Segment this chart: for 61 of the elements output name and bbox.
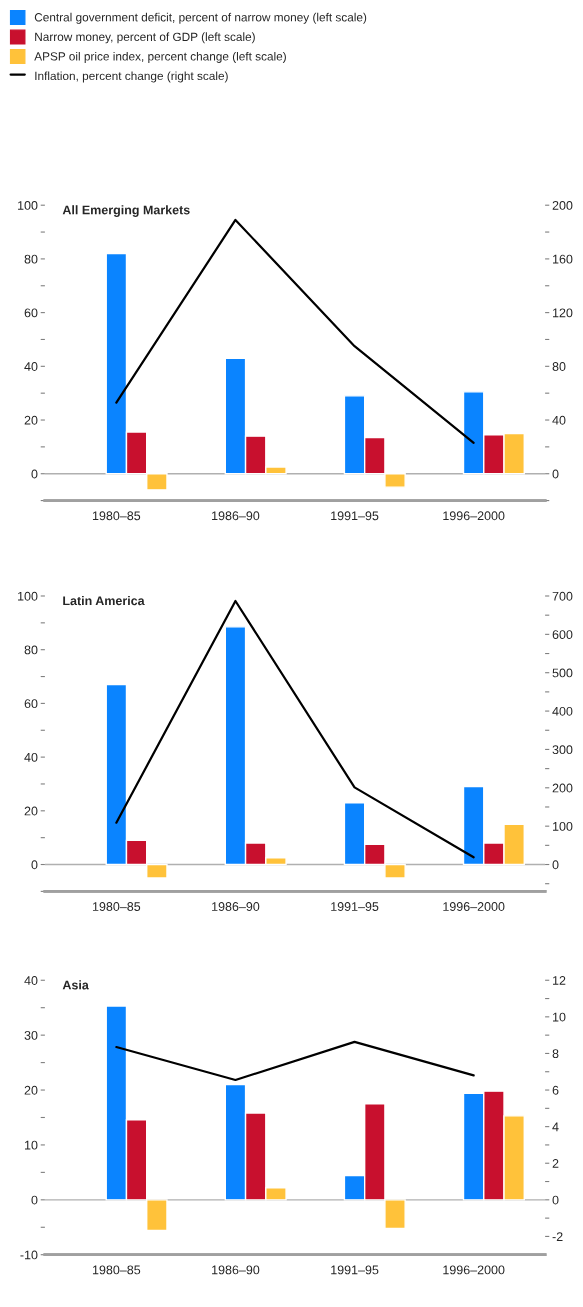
legend-label: APSP oil price index, percent change (left scale) <box>34 51 286 63</box>
y-tick-label: 100 <box>18 591 38 601</box>
y2-tick-label: 6 <box>552 1085 559 1095</box>
y-tick-label: 60 <box>24 699 38 709</box>
y2-tick-label: 200 <box>552 783 573 793</box>
y2-tick-label: 80 <box>552 362 566 371</box>
y2-tick-label: -2 <box>552 1232 563 1241</box>
chart-title: Asia <box>62 980 89 990</box>
y-tick-label: 40 <box>24 362 38 371</box>
y2-tick-label: 700 <box>552 591 573 601</box>
y2-tick-label: 160 <box>553 254 573 264</box>
y-tick-label: 0 <box>31 860 38 870</box>
y-tick-label: 0 <box>31 469 38 479</box>
y-tick-label: 60 <box>24 308 38 318</box>
y2-tick-label: 300 <box>552 745 573 755</box>
y-tick-label: 40 <box>24 752 38 762</box>
y2-tick-label: 0 <box>552 1195 559 1205</box>
x-tick-label: 1991–95 <box>331 1265 379 1275</box>
y2-tick-label: 120 <box>553 308 573 318</box>
y-tick-label: 80 <box>24 254 38 264</box>
y2-tick-label: 400 <box>552 706 573 716</box>
x-tick-label: 1980–85 <box>92 511 141 521</box>
y-tick-label: 30 <box>24 1030 38 1040</box>
y2-tick-label: 2 <box>552 1159 559 1168</box>
y2-tick-label: 600 <box>552 630 573 640</box>
y-tick-label: 20 <box>24 806 38 816</box>
x-tick-label: 1980–85 <box>92 1265 141 1275</box>
x-tick-label: 1991–95 <box>331 902 379 911</box>
legend-label: Central government deficit, percent of narrow money (left scale) <box>34 12 367 24</box>
x-tick-label: 1980–85 <box>92 902 141 911</box>
y2-tick-label: 0 <box>552 469 559 479</box>
y-tick-label: 100 <box>18 201 38 210</box>
y2-tick-label: 200 <box>552 201 573 210</box>
line-series <box>115 1040 475 1082</box>
x-tick-label: 1986–90 <box>212 1265 260 1275</box>
line-series <box>115 218 475 444</box>
y2-tick-label: 500 <box>552 668 573 678</box>
y-tick-label: 10 <box>25 1140 38 1150</box>
y-tick-label: 40 <box>24 976 38 985</box>
x-tick-label: 1996–2000 <box>443 1265 505 1275</box>
x-tick-label: 1986–90 <box>212 902 260 911</box>
chart-title: All Emerging Markets <box>62 205 190 217</box>
x-tick-label: 1991–95 <box>331 511 379 521</box>
y2-tick-label: 10 <box>553 1012 566 1022</box>
y-tick-label: 20 <box>24 1085 38 1095</box>
y2-tick-label: 0 <box>552 860 559 870</box>
x-tick-label: 1996–2000 <box>443 511 505 521</box>
y-tick-label: 0 <box>31 1195 38 1205</box>
y2-tick-label: 100 <box>553 821 573 831</box>
y-tick-label: 20 <box>24 415 38 425</box>
chart-title: Latin America <box>63 595 145 606</box>
x-tick-label: 1986–90 <box>212 511 260 521</box>
y2-tick-label: 8 <box>552 1049 559 1059</box>
y2-tick-label: 40 <box>552 415 566 425</box>
y-tick-label: -10 <box>20 1250 38 1260</box>
y-tick-label: 80 <box>24 645 38 655</box>
legend-label: Inflation, percent change (right scale) <box>35 71 228 83</box>
legend-label: Narrow money, percent of GDP (left scale) <box>35 32 255 44</box>
x-tick-label: 1996–2000 <box>443 902 505 911</box>
y2-tick-label: 12 <box>553 976 566 985</box>
y2-tick-label: 4 <box>552 1122 559 1132</box>
